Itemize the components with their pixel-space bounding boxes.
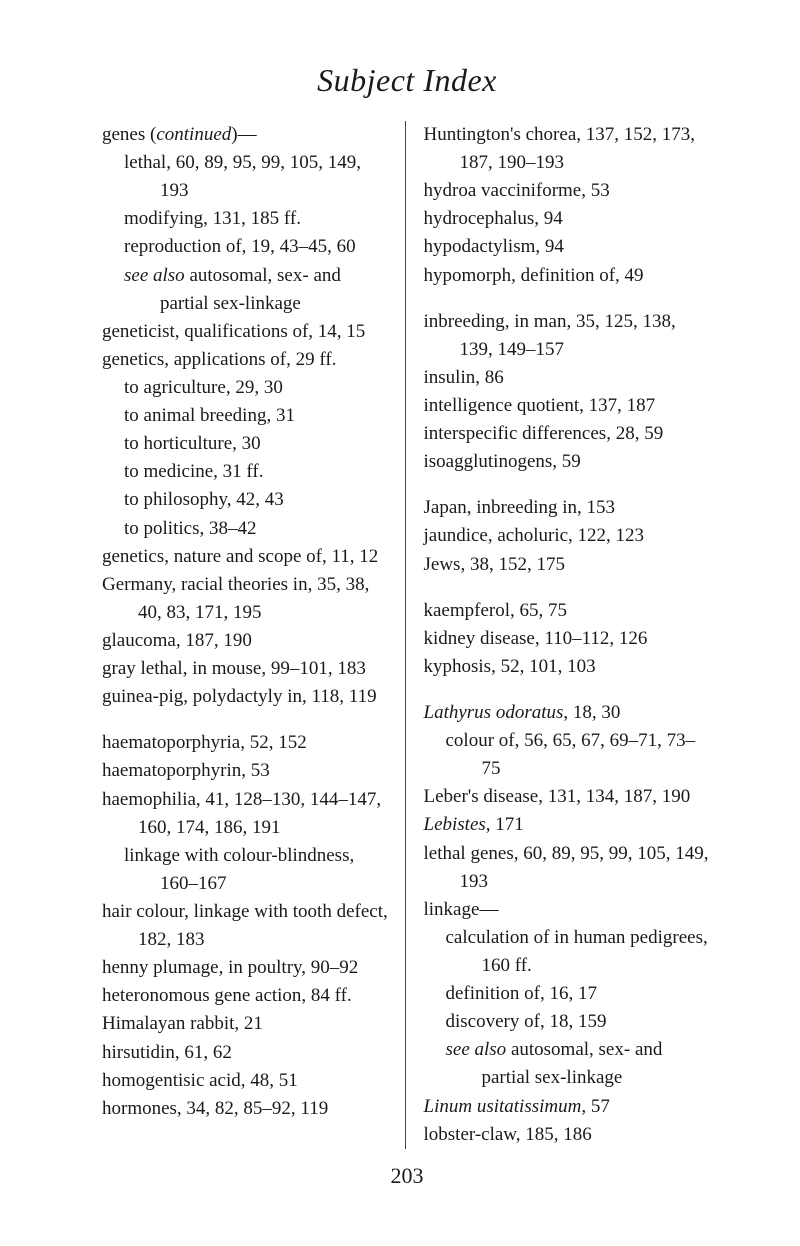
index-subentry: linkage with colour-blindness, 160–167 xyxy=(102,842,391,898)
index-entry: hair colour, linkage with tooth defect, … xyxy=(102,898,391,954)
index-entry: heteronomous gene action, 84 ff. xyxy=(102,982,391,1010)
index-entry: hydroa vacciniforme, 53 xyxy=(424,177,713,205)
index-entry: Linum usitatissimum, 57 xyxy=(424,1093,713,1121)
index-subentry: modifying, 131, 185 ff. xyxy=(102,205,391,233)
index-subentry: to medicine, 31 ff. xyxy=(102,458,391,486)
section-gap xyxy=(424,681,713,699)
section-gap xyxy=(424,290,713,308)
index-entry: Lathyrus odoratus, 18, 30 xyxy=(424,699,713,727)
index-entry: intelligence quotient, 137, 187 xyxy=(424,392,713,420)
index-entry: geneticist, qualifications of, 14, 15 xyxy=(102,318,391,346)
index-entry: Huntington's chorea, 137, 152, 173, 187,… xyxy=(424,121,713,177)
index-entry: haematoporphyria, 52, 152 xyxy=(102,729,391,757)
index-entry: hydrocephalus, 94 xyxy=(424,205,713,233)
index-entry: genes (continued)— xyxy=(102,121,391,149)
page: Subject Index genes (continued)—lethal, … xyxy=(0,0,800,1229)
index-entry: genetics, nature and scope of, 11, 12 xyxy=(102,543,391,571)
index-entry: Lebistes, 171 xyxy=(424,811,713,839)
section-gap xyxy=(424,476,713,494)
index-subentry: to politics, 38–42 xyxy=(102,515,391,543)
index-entry: gray lethal, in mouse, 99–101, 183 xyxy=(102,655,391,683)
index-entry: interspecific differences, 28, 59 xyxy=(424,420,713,448)
index-subentry: see also autosomal, sex- and partial sex… xyxy=(102,262,391,318)
index-entry: Leber's disease, 131, 134, 187, 190 xyxy=(424,783,713,811)
index-entry: kaempferol, 65, 75 xyxy=(424,597,713,625)
index-entry: hormones, 34, 82, 85–92, 119 xyxy=(102,1095,391,1123)
index-subentry: discovery of, 18, 159 xyxy=(424,1008,713,1036)
index-entry: inbreeding, in man, 35, 125, 138, 139, 1… xyxy=(424,308,713,364)
right-column: Huntington's chorea, 137, 152, 173, 187,… xyxy=(405,121,713,1149)
index-subentry: reproduction of, 19, 43–45, 60 xyxy=(102,233,391,261)
index-entry: Germany, racial theories in, 35, 38, 40,… xyxy=(102,571,391,627)
left-column: genes (continued)—lethal, 60, 89, 95, 99… xyxy=(102,121,405,1149)
index-entry: guinea-pig, polydactyly in, 118, 119 xyxy=(102,683,391,711)
index-entry: hypomorph, definition of, 49 xyxy=(424,262,713,290)
index-entry: haemophilia, 41, 128–130, 144–147, 160, … xyxy=(102,786,391,842)
section-gap xyxy=(424,579,713,597)
index-entry: insulin, 86 xyxy=(424,364,713,392)
index-subentry: see also autosomal, sex- and partial sex… xyxy=(424,1036,713,1092)
index-subentry: to philosophy, 42, 43 xyxy=(102,486,391,514)
index-entry: Japan, inbreeding in, 153 xyxy=(424,494,713,522)
index-entry: linkage— xyxy=(424,896,713,924)
index-entry: hirsutidin, 61, 62 xyxy=(102,1039,391,1067)
index-entry: haematoporphyrin, 53 xyxy=(102,757,391,785)
index-entry: jaundice, acholuric, 122, 123 xyxy=(424,522,713,550)
section-gap xyxy=(102,711,391,729)
page-number: 203 xyxy=(102,1163,712,1189)
index-entry: Himalayan rabbit, 21 xyxy=(102,1010,391,1038)
index-subentry: colour of, 56, 65, 67, 69–71, 73–75 xyxy=(424,727,713,783)
index-entry: kidney disease, 110–112, 126 xyxy=(424,625,713,653)
index-entry: glaucoma, 187, 190 xyxy=(102,627,391,655)
index-entry: genetics, applications of, 29 ff. xyxy=(102,346,391,374)
index-subentry: to horticulture, 30 xyxy=(102,430,391,458)
index-subentry: definition of, 16, 17 xyxy=(424,980,713,1008)
index-entry: kyphosis, 52, 101, 103 xyxy=(424,653,713,681)
index-entry: lethal genes, 60, 89, 95, 99, 105, 149, … xyxy=(424,840,713,896)
index-subentry: to animal breeding, 31 xyxy=(102,402,391,430)
index-columns: genes (continued)—lethal, 60, 89, 95, 99… xyxy=(102,121,712,1149)
index-subentry: calculation of in human pedigrees, 160 f… xyxy=(424,924,713,980)
index-entry: hypodactylism, 94 xyxy=(424,233,713,261)
index-entry: lobster-claw, 185, 186 xyxy=(424,1121,713,1149)
index-subentry: lethal, 60, 89, 95, 99, 105, 149, 193 xyxy=(102,149,391,205)
index-entry: isoagglutinogens, 59 xyxy=(424,448,713,476)
index-entry: homogentisic acid, 48, 51 xyxy=(102,1067,391,1095)
page-title: Subject Index xyxy=(102,62,712,99)
index-subentry: to agriculture, 29, 30 xyxy=(102,374,391,402)
index-entry: Jews, 38, 152, 175 xyxy=(424,551,713,579)
index-entry: henny plumage, in poultry, 90–92 xyxy=(102,954,391,982)
